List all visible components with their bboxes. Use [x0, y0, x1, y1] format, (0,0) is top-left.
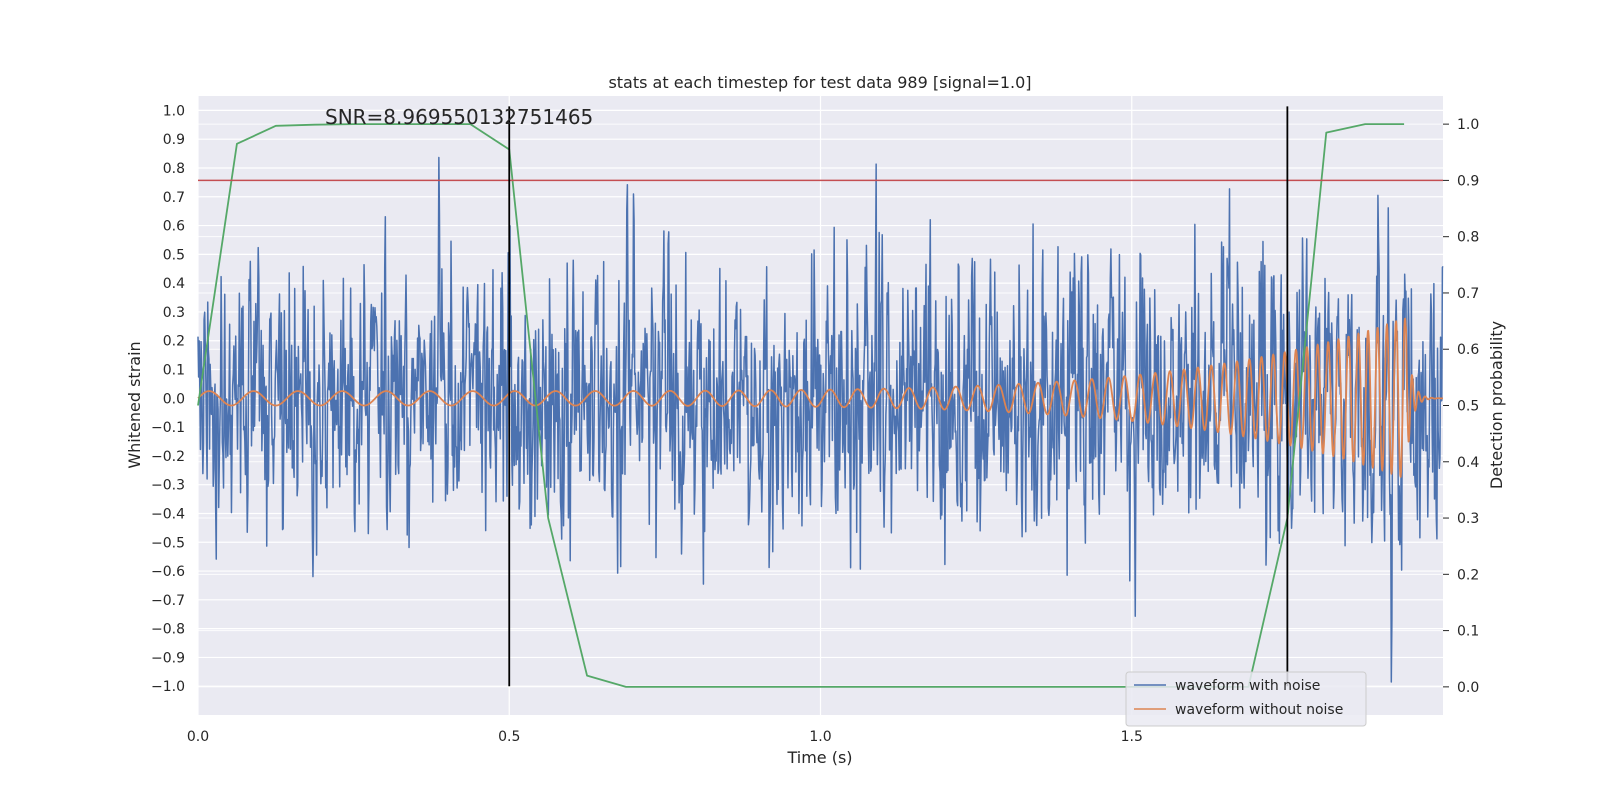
legend-box — [1125, 671, 1367, 727]
y-axis-label: Whitened strain — [125, 341, 144, 468]
x-tick-label: 0.0 — [187, 729, 209, 745]
legend: waveform with noise waveform without noi… — [1125, 671, 1367, 727]
y-tick-label: 0.1 — [163, 363, 185, 379]
x-tick-label: 0.5 — [498, 729, 520, 745]
y-tick-label: −0.9 — [151, 650, 185, 666]
y2-tick-label: 0.7 — [1457, 286, 1479, 302]
x-tick-label: 1.0 — [809, 729, 831, 745]
y2-tick-label: 0.9 — [1457, 173, 1479, 189]
series-layer — [197, 106, 1444, 688]
x-tick-labels: 0.0 0.5 1.0 1.5 — [187, 729, 1143, 745]
y-tick-label: −0.4 — [151, 506, 185, 522]
y-tick-label: 1.0 — [163, 103, 185, 119]
y-tick-labels: 1.0 0.9 0.8 0.7 0.6 0.5 0.4 0.3 0.2 0.1 0.0 −0.1 −0.… — [151, 103, 185, 695]
y-tick-label: 0.6 — [163, 219, 185, 235]
y-tick-label: 0.9 — [163, 132, 185, 148]
y2-axis-label: Detection probability — [1487, 321, 1506, 489]
y-tick-label: 0.3 — [163, 305, 185, 321]
y-tick-label: −1.0 — [151, 679, 185, 695]
legend-label-noise: waveform with noise — [1175, 678, 1320, 694]
y2-tick-label: 0.3 — [1457, 511, 1479, 527]
y2-tick-label: 0.1 — [1457, 624, 1479, 640]
y-tick-label: −0.8 — [151, 622, 185, 638]
y-tick-label: −0.2 — [151, 449, 185, 465]
y-tick-label: 0.4 — [163, 276, 185, 292]
y-tick-label: −0.3 — [151, 478, 185, 494]
y2-tick-label: 0.0 — [1457, 680, 1479, 696]
y-tick-label: −0.7 — [151, 593, 185, 609]
y-tick-label: 0.8 — [163, 161, 185, 177]
series-line-waveform-with-noise — [197, 156, 1444, 683]
y-tick-label: 0.5 — [163, 247, 185, 263]
y2-tick-label: 0.4 — [1457, 455, 1479, 471]
x-axis-label: Time (s) — [786, 748, 852, 767]
legend-label-clean: waveform without noise — [1175, 702, 1343, 718]
y2-tick-label: 0.8 — [1457, 230, 1479, 246]
y-tick-label: −0.1 — [151, 420, 185, 436]
y2-tick-label: 0.2 — [1457, 567, 1479, 583]
y-tick-label: −0.6 — [151, 564, 185, 580]
y2-tick-label: 1.0 — [1457, 117, 1479, 133]
y2-tick-label: 0.5 — [1457, 399, 1479, 415]
y2-tick-labels: 1.0 0.9 0.8 0.7 0.6 0.5 0.4 0.3 0.2 0.1 0.0 — [1443, 117, 1479, 696]
y-tick-label: 0.2 — [163, 334, 185, 350]
y2-tick-label: 0.6 — [1457, 342, 1479, 358]
chart-title: stats at each timestep for test data 989… — [608, 73, 1031, 92]
x-tick-label: 1.5 — [1121, 729, 1143, 745]
series-line-waveform-without-noise — [197, 317, 1444, 478]
y-tick-label: −0.5 — [151, 535, 185, 551]
snr-annotation: SNR=8.969550132751465 — [325, 105, 593, 129]
y-tick-label: 0.7 — [163, 190, 185, 206]
y-tick-label: 0.0 — [163, 391, 185, 407]
